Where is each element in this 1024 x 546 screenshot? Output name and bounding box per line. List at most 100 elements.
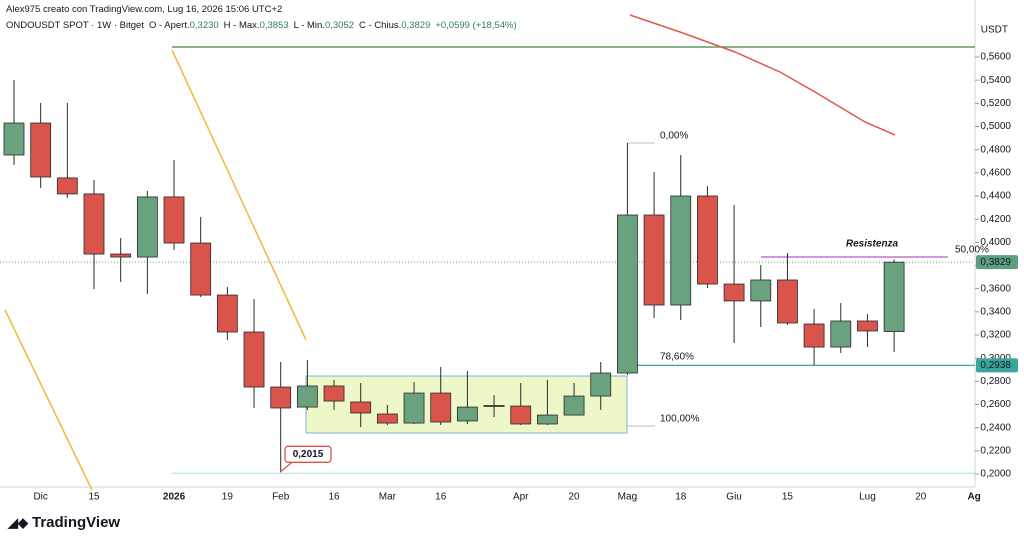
annotation: 50,00% bbox=[955, 245, 989, 256]
candle-body bbox=[83, 193, 105, 255]
y-tick-label: 0,2000 bbox=[980, 469, 1011, 480]
credit: Alex975 creato con TradingView.com, Lug … bbox=[6, 4, 283, 15]
y-tick-label: 0,5200 bbox=[980, 98, 1011, 109]
unit: USDT bbox=[981, 25, 1008, 36]
candle-body bbox=[270, 386, 292, 409]
y-tick-label: 0,2800 bbox=[980, 376, 1011, 387]
y-tick-label: 0,2600 bbox=[980, 399, 1011, 410]
candle-body bbox=[163, 196, 185, 244]
candle-body bbox=[56, 177, 78, 195]
value: 0,3230 bbox=[189, 20, 219, 31]
y-tick-label: 0,2200 bbox=[980, 445, 1011, 456]
candle-body bbox=[563, 395, 585, 416]
y-tick-label: 0,3200 bbox=[980, 330, 1011, 341]
x-tick-label: Mag bbox=[618, 492, 637, 503]
y-tick-label: 0,5600 bbox=[980, 52, 1011, 63]
candle-body bbox=[537, 414, 558, 425]
candle-body bbox=[110, 253, 132, 258]
annotation: 0,00% bbox=[660, 131, 688, 142]
y-tick-label: 0,4400 bbox=[980, 191, 1011, 202]
candle-body bbox=[590, 372, 612, 397]
candle-body bbox=[483, 405, 505, 407]
x-tick-label: 16 bbox=[328, 492, 340, 503]
callout-box bbox=[284, 445, 332, 463]
trendline bbox=[171, 49, 307, 341]
label: O - Apert. bbox=[148, 20, 190, 31]
change: +0,0599 (+18,54%) bbox=[435, 20, 517, 31]
x-tick-label: Apr bbox=[513, 492, 529, 503]
candle-body bbox=[670, 195, 692, 306]
candle-body bbox=[510, 405, 532, 425]
price-badge bbox=[976, 358, 1018, 373]
candle-body bbox=[216, 294, 238, 333]
x-tick-label: Ag bbox=[967, 492, 980, 503]
candle-body bbox=[456, 406, 478, 422]
price-badge-label: 0,3829 bbox=[980, 257, 1011, 268]
candle-body bbox=[3, 122, 25, 156]
y-tick-label: 0,3600 bbox=[980, 283, 1011, 294]
candle-body bbox=[643, 214, 665, 306]
annotation: 78,60% bbox=[660, 352, 694, 363]
candle-body bbox=[30, 122, 52, 178]
price-badge bbox=[976, 255, 1018, 270]
x-tick-label: 15 bbox=[88, 492, 100, 503]
candle-body bbox=[403, 392, 425, 424]
x-tick-label: 18 bbox=[675, 492, 687, 503]
x-tick-label: Giu bbox=[726, 492, 742, 503]
x-tick-label: 2026 bbox=[163, 492, 186, 503]
y-tick-label: 0,5000 bbox=[980, 121, 1011, 132]
y-tick-label: 0,5400 bbox=[980, 75, 1011, 86]
candle-body bbox=[430, 392, 452, 423]
x-tick-label: 16 bbox=[435, 492, 447, 503]
x-tick-label: Mar bbox=[379, 492, 397, 503]
x-tick-label: 20 bbox=[569, 492, 581, 503]
symbol: ONDOUSDT SPOT · 1W · Bitget bbox=[6, 20, 144, 31]
x-tick-label: Dic bbox=[33, 492, 47, 503]
trendline bbox=[4, 309, 93, 491]
y-tick-label: 0,4800 bbox=[980, 144, 1011, 155]
logo-text: TradingView bbox=[32, 514, 121, 531]
x-tick-label: 19 bbox=[222, 492, 234, 503]
annotation: Resistenza bbox=[846, 239, 899, 250]
logo: ◢◆ TradingView bbox=[8, 514, 121, 531]
moving-average bbox=[629, 14, 896, 136]
y-tick-label: 0,4000 bbox=[980, 237, 1011, 248]
y-tick-label: 0,4600 bbox=[980, 167, 1011, 178]
candle-body bbox=[376, 413, 398, 424]
x-tick-label: 15 bbox=[782, 492, 794, 503]
x-tick-label: Lug bbox=[859, 492, 876, 503]
candle-body bbox=[883, 261, 905, 332]
candle-body bbox=[777, 279, 798, 324]
candle-body bbox=[803, 323, 825, 348]
legend: ONDOUSDT SPOT · 1W · Bitget O - Apert.0,3… bbox=[6, 20, 522, 31]
label: L - Min. bbox=[293, 20, 325, 31]
price-badge-label: 0,2938 bbox=[980, 360, 1011, 371]
callout-pointer bbox=[279, 461, 293, 473]
value: 0,3853 bbox=[259, 20, 289, 31]
candle-body bbox=[296, 385, 318, 408]
y-tick-label: 0,2400 bbox=[980, 422, 1011, 433]
candle-body bbox=[190, 242, 212, 296]
label: C - Chius. bbox=[359, 20, 402, 31]
candle-body bbox=[697, 195, 718, 285]
candle-body bbox=[350, 401, 372, 414]
label: H - Max. bbox=[223, 20, 260, 31]
x-tick-label: Feb bbox=[272, 492, 290, 503]
candle-body bbox=[323, 385, 345, 402]
value: 0,3829 bbox=[401, 20, 431, 31]
candle-body bbox=[243, 331, 265, 388]
candle-body bbox=[723, 283, 745, 302]
candle-body bbox=[750, 279, 772, 302]
candle-body bbox=[617, 214, 638, 374]
callout-label: 0,2015 bbox=[293, 449, 324, 460]
annotation: 100,00% bbox=[660, 414, 700, 425]
candle-body bbox=[857, 320, 878, 332]
x-tick-label: 20 bbox=[915, 492, 927, 503]
y-tick-label: 0,3000 bbox=[980, 353, 1011, 364]
y-tick-label: 0,3400 bbox=[980, 306, 1011, 317]
candle-body bbox=[136, 196, 158, 258]
candle-body bbox=[830, 320, 852, 348]
value: 0,3052 bbox=[324, 20, 355, 31]
